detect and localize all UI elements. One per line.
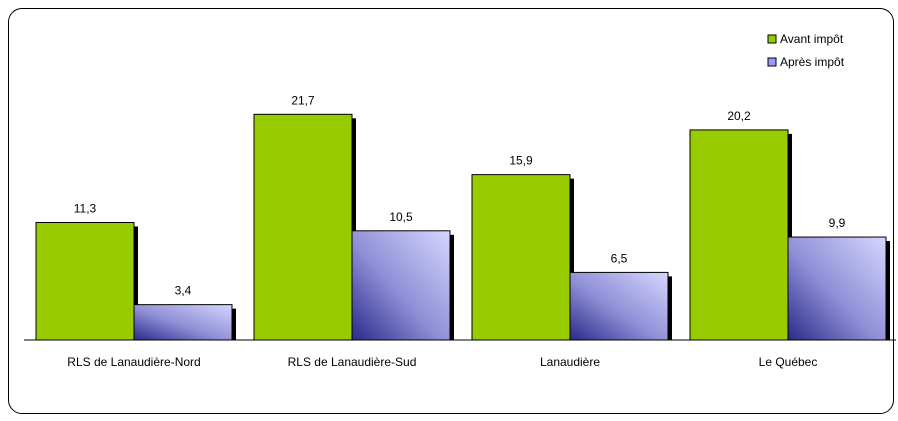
- bar-apres-impot-2: [569, 271, 669, 341]
- bar-avant-impot-3: [689, 129, 789, 341]
- category-label: Le Québec: [759, 355, 818, 369]
- bar-apres-impot-0: [133, 304, 233, 341]
- data-label: 6,5: [611, 251, 628, 265]
- data-label: 11,3: [74, 201, 97, 215]
- category-label: Lanaudière: [540, 355, 600, 369]
- bar-avant-impot-0: [35, 221, 135, 341]
- bar-apres-impot-3: [787, 236, 887, 341]
- data-label: 21,7: [291, 93, 315, 107]
- legend-label: Avant impôt: [780, 32, 844, 46]
- legend-swatch: [767, 57, 777, 67]
- data-label: 20,2: [727, 109, 751, 123]
- data-label: 10,5: [389, 210, 413, 224]
- bar-avant-impot-2: [471, 174, 571, 341]
- bar-avant-impot-1: [253, 113, 353, 341]
- data-label: 9,9: [829, 216, 846, 230]
- bar-apres-impot-1: [351, 230, 451, 341]
- category-label: RLS de Lanaudière-Sud: [288, 355, 417, 369]
- data-label: 15,9: [509, 154, 533, 168]
- data-label: 3,4: [175, 284, 192, 298]
- category-label: RLS de Lanaudière-Nord: [67, 355, 200, 369]
- chart-frame: [8, 8, 894, 414]
- legend-swatch: [767, 34, 777, 44]
- legend: Avant impôt Après impôt: [767, 32, 845, 69]
- legend-label: Après impôt: [780, 55, 845, 69]
